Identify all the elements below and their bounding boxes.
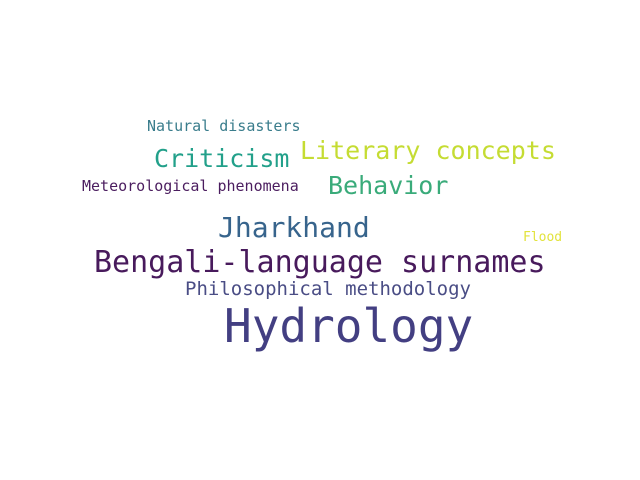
- word-behavior: Behavior: [328, 171, 449, 200]
- word-criticism: Criticism: [154, 144, 290, 173]
- word-philosophical-methodology: Philosophical methodology: [185, 278, 471, 300]
- word-jharkhand: Jharkhand: [218, 211, 370, 244]
- word-literary-concepts: Literary concepts: [300, 136, 556, 165]
- word-bengali-language-surnames: Bengali-language surnames: [94, 245, 546, 280]
- word-meteorological-phenomena: Meteorological phenomena: [82, 177, 299, 195]
- word-natural-disasters: Natural disasters: [147, 117, 301, 135]
- word-flood: Flood: [523, 230, 563, 245]
- word-hydrology: Hydrology: [224, 299, 474, 353]
